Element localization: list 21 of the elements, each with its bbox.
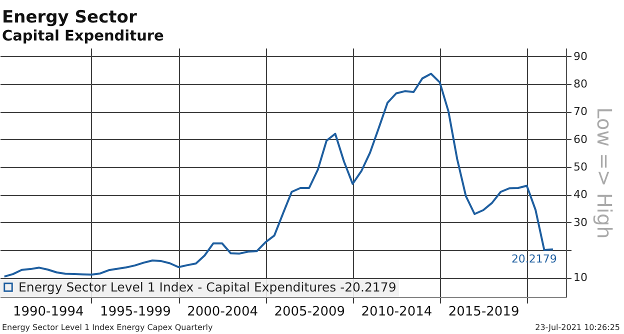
- x-tick-label: 2000-2004: [187, 304, 258, 320]
- y-axis-title: Low => High: [592, 107, 616, 239]
- y-tick-label: 30: [574, 216, 588, 229]
- y-tick-label: 50: [574, 160, 588, 174]
- x-tick-label: 1990-1994: [12, 304, 84, 320]
- x-tick-label: 1995-1999: [100, 304, 171, 320]
- y-tick-label: 80: [574, 77, 588, 90]
- y-tick-label: 40: [574, 188, 588, 202]
- y-tick-label: 10: [574, 271, 588, 284]
- text: Energy Sector Level 1 Index Energy Capex Quarterly: [2, 323, 213, 332]
- x-tick-label: 2010-2014: [361, 304, 432, 320]
- chart-subtitle: Capital Expenditure: [2, 28, 164, 44]
- x-tick-label: 2015-2019: [448, 304, 520, 320]
- chart-title: Energy Sector: [2, 8, 138, 28]
- y-tick-label: 70: [574, 105, 588, 118]
- text: 23-Jul-2021 10:26:25: [535, 323, 620, 332]
- line-series: [3, 72, 554, 278]
- x-tick-label: 2005-2009: [274, 304, 346, 320]
- legend-label: Energy Sector Level 1 Index - Capital Expenditures -20.2179: [18, 279, 396, 294]
- y-tick-label: 60: [574, 132, 588, 146]
- y-tick-label: 90: [574, 50, 588, 63]
